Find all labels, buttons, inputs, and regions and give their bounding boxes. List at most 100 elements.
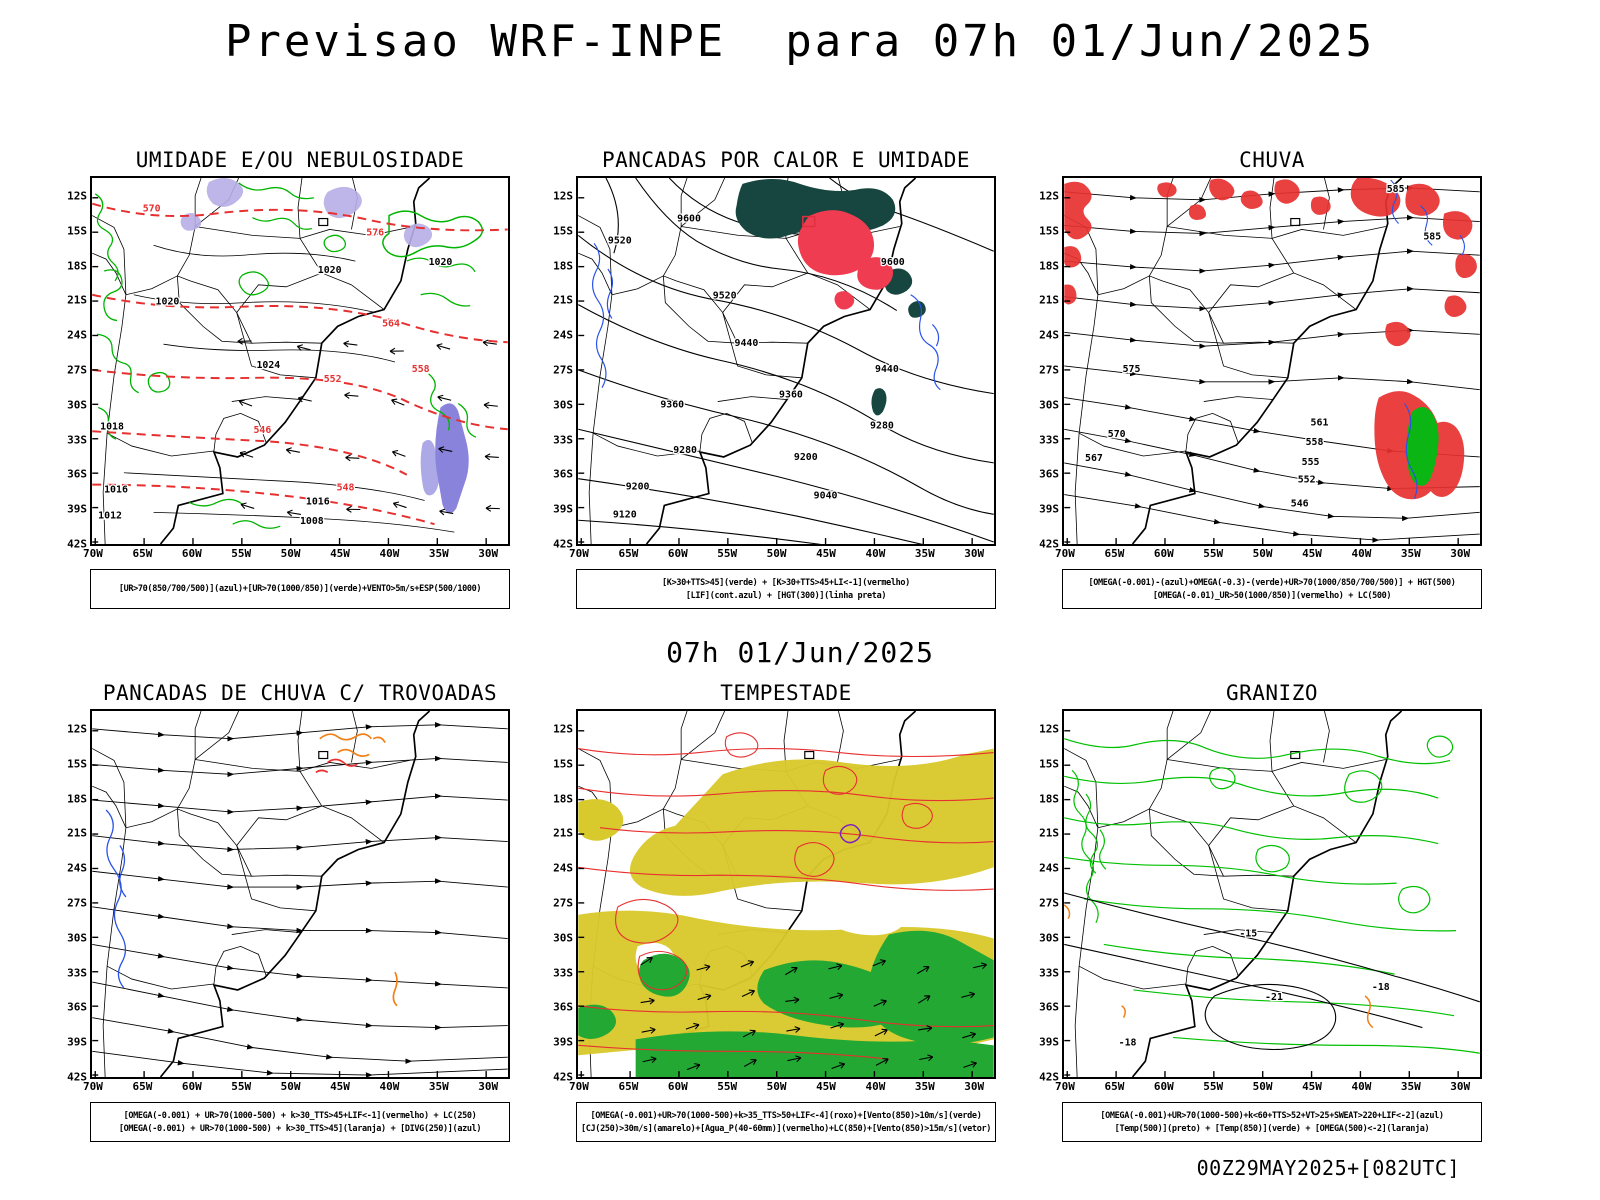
caption-trovoadas: [OMEGA(-0.001) + UR>70(1000-500) + k>30_… bbox=[90, 1102, 510, 1142]
lat-tick-label: 30S bbox=[67, 931, 87, 945]
lat-tick-label: 36S bbox=[67, 1000, 87, 1014]
contour-label: 558 bbox=[412, 364, 430, 375]
lon-tick-label: 60W bbox=[1153, 1080, 1174, 1093]
lat-tick-label: 42S bbox=[553, 537, 573, 551]
lat-axis: 12S 15S 18S 21S 24S 27S 30S 33S 36S 39S 42S bbox=[550, 176, 576, 551]
contour-label: 9280 bbox=[870, 420, 894, 431]
map-area-tempestade: 12S 15S 18S 21S 24S 27S 30S 33S 36S 39S 42S 70W 65W 6… bbox=[550, 709, 996, 1095]
lon-tick-label: 40W bbox=[379, 1080, 400, 1093]
lat-tick-label: 30S bbox=[553, 931, 573, 945]
lat-tick-label: 33S bbox=[1039, 966, 1059, 980]
lat-tick-label: 33S bbox=[67, 966, 87, 980]
contour-label: 1020 bbox=[156, 297, 180, 308]
map-canvas-chuva: 585 585 575 570 567 561 558 555 552 546 bbox=[1064, 178, 1480, 544]
map-canvas-umidade: 570 576 564 558 552 546 548 1020 1020 1020 1024 101… bbox=[92, 178, 508, 544]
contour-label: 558 bbox=[1306, 437, 1324, 448]
lat-tick-label: 18S bbox=[67, 792, 87, 806]
contour-label: 1020 bbox=[429, 257, 453, 268]
caption-calor: [K>30+TTS>45](verde) + [K>30+TTS>45+LI<-… bbox=[576, 569, 996, 609]
lon-tick-label: 60W bbox=[181, 547, 202, 560]
lat-tick-label: 39S bbox=[553, 502, 573, 516]
panel-granizo: GRANIZO 12S 15S 18S 21S 24S 27S 30S 33S 36S 39S 42S… bbox=[1036, 681, 1482, 1142]
lat-tick-label: 18S bbox=[553, 792, 573, 806]
lon-tick-label: 30W bbox=[964, 1080, 985, 1093]
lat-tick-label: 21S bbox=[67, 826, 87, 840]
lat-tick-label: 12S bbox=[1039, 189, 1059, 203]
contour-label: 9200 bbox=[794, 452, 818, 463]
lat-tick-label: 36S bbox=[67, 467, 87, 481]
lat-tick-label: 12S bbox=[1039, 722, 1059, 736]
lon-tick-label: 50W bbox=[766, 1080, 787, 1093]
caption-line: [OMEGA(-0.001) + UR>70(1000-500) + k>30_… bbox=[118, 1123, 482, 1134]
lat-axis: 12S 15S 18S 21S 24S 27S 30S 33S 36S 39S 42S bbox=[64, 176, 90, 551]
lat-tick-label: 15S bbox=[553, 224, 573, 238]
lon-tick-label: 55W bbox=[1203, 1080, 1224, 1093]
lon-tick-label: 60W bbox=[667, 1080, 688, 1093]
caption-line: [OMEGA(-0.01)_UR>50(1000/850)](vermelho)… bbox=[1152, 590, 1392, 601]
lat-tick-label: 12S bbox=[553, 189, 573, 203]
contour-label: 575 bbox=[1123, 364, 1141, 375]
contour-label: 9440 bbox=[875, 364, 899, 375]
caption-chuva: [OMEGA(-0.001)-(azul)+OMEGA(-0.3)-(verde… bbox=[1062, 569, 1482, 609]
lon-tick-label: 65W bbox=[132, 1080, 153, 1093]
lat-tick-label: 39S bbox=[67, 1035, 87, 1049]
map-canvas-calor: 9600 9600 9520 9520 9440 9440 9360 9360 9280 9280… bbox=[578, 178, 994, 544]
lat-tick-label: 33S bbox=[1039, 433, 1059, 447]
lon-tick-label: 35W bbox=[914, 1080, 935, 1093]
contour-label: 552 bbox=[324, 374, 342, 385]
lat-tick-label: 21S bbox=[67, 293, 87, 307]
lon-tick-label: 30W bbox=[478, 1080, 499, 1093]
lon-axis: 70W 65W 60W 55W 50W 45W 40W 35W 30W bbox=[569, 546, 996, 562]
lon-tick-label: 70W bbox=[83, 1080, 103, 1093]
lat-tick-label: 30S bbox=[553, 398, 573, 412]
lon-tick-label: 35W bbox=[914, 547, 935, 560]
lon-axis: 70W 65W 60W 55W 50W 45W 40W 35W 30W bbox=[1055, 1079, 1482, 1095]
map-trovoadas bbox=[90, 709, 510, 1079]
lat-tick-label: 33S bbox=[553, 966, 573, 980]
lon-tick-label: 70W bbox=[83, 547, 103, 560]
caption-line: [OMEGA(-0.001) + UR>70(1000-500) + k>30_… bbox=[123, 1110, 477, 1121]
caption-line: [LIF](cont.azul) + [HGT(300)](linha pret… bbox=[685, 590, 887, 601]
contour-label: 548 bbox=[337, 483, 355, 494]
lat-tick-label: 15S bbox=[1039, 757, 1059, 771]
lon-tick-label: 65W bbox=[618, 1080, 639, 1093]
lat-tick-label: 42S bbox=[1039, 537, 1059, 551]
contour-label: 9120 bbox=[613, 509, 637, 520]
contour-label: 561 bbox=[1311, 417, 1329, 428]
map-area-granizo: 12S 15S 18S 21S 24S 27S 30S 33S 36S 39S 42S -15 -21-… bbox=[1036, 709, 1482, 1095]
contour-label: 570 bbox=[1108, 429, 1126, 440]
map-umidade: 570 576 564 558 552 546 548 1020 1020 1020 1024 101… bbox=[90, 176, 510, 546]
lat-tick-label: 18S bbox=[1039, 792, 1059, 806]
lat-tick-label: 24S bbox=[1039, 861, 1059, 875]
contour-label: 9360 bbox=[660, 399, 684, 410]
map-tempestade bbox=[576, 709, 996, 1079]
lon-tick-label: 45W bbox=[330, 1080, 350, 1093]
map-area-trovoadas: 12S 15S 18S 21S 24S 27S 30S 33S 36S 39S 42S 70W 65W 6… bbox=[64, 709, 510, 1095]
lon-tick-label: 45W bbox=[1302, 547, 1322, 560]
contour-label: 1016 bbox=[104, 485, 128, 496]
caption-line: [OMEGA(-0.001)-(azul)+OMEGA(-0.3)-(verde… bbox=[1088, 577, 1456, 588]
caption-line: [Temp(500)](preto) + [Temp(850)](verde) … bbox=[1114, 1123, 1430, 1134]
contour-label: 9040 bbox=[814, 490, 838, 501]
lon-tick-label: 65W bbox=[1104, 547, 1125, 560]
lat-tick-label: 15S bbox=[1039, 224, 1059, 238]
lat-tick-label: 30S bbox=[1039, 931, 1059, 945]
map-area-umidade: 12S 15S 18S 21S 24S 27S 30S 33S 36S 39S 42S 570 576 5… bbox=[64, 176, 510, 562]
panel-tempestade: TEMPESTADE 12S 15S 18S 21S 24S 27S 30S 33S 36S 39S… bbox=[550, 681, 996, 1142]
lon-tick-label: 35W bbox=[1400, 1080, 1421, 1093]
lat-tick-label: 39S bbox=[1039, 502, 1059, 516]
contour-label: 1012 bbox=[98, 510, 122, 521]
contour-label: 552 bbox=[1298, 475, 1316, 486]
lon-axis: 70W 65W 60W 55W 50W 45W 40W 35W 30W bbox=[569, 1079, 996, 1095]
lat-tick-label: 21S bbox=[553, 293, 573, 307]
contour-label: 9600 bbox=[881, 257, 905, 268]
caption-line: [K>30+TTS>45](verde) + [K>30+TTS>45+LI<-… bbox=[662, 577, 910, 588]
contour-label: 585 bbox=[1387, 184, 1405, 195]
contour-label: -18 bbox=[1119, 1037, 1137, 1048]
contour-label: 1008 bbox=[300, 516, 324, 527]
model-run-label: 00Z29MAY2025+[082UTC] bbox=[1196, 1156, 1460, 1180]
contour-label: 9600 bbox=[677, 214, 701, 225]
lat-tick-label: 24S bbox=[1039, 328, 1059, 342]
lon-tick-label: 45W bbox=[1302, 1080, 1322, 1093]
